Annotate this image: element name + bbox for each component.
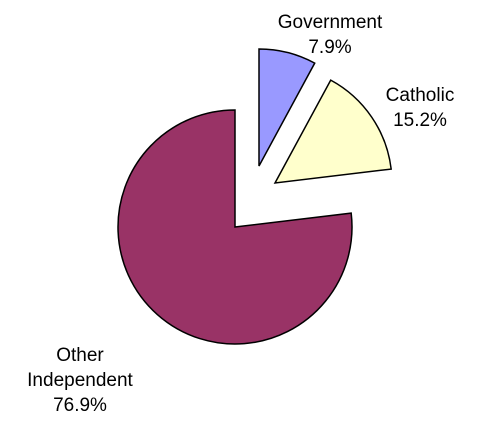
slice-name-label: Government [278, 12, 383, 33]
slice-name-label: Other [56, 345, 104, 366]
slice-percent-label: 15.2% [393, 110, 447, 131]
pie-slice-other-independent [117, 109, 353, 345]
pie-slice-catholic [273, 79, 393, 184]
slice-percent-label: 76.9% [53, 395, 107, 416]
slice-percent-label: 7.9% [308, 37, 351, 58]
slice-label-other-independent: Other Independent 76.9% [27, 345, 133, 416]
pie-slice-government [258, 48, 316, 167]
slice-label-government: Government 7.9% [278, 12, 383, 58]
slice-name-label: Catholic [386, 85, 455, 106]
slice-label-catholic: Catholic 15.2% [386, 85, 455, 131]
slice-name-label: Independent [27, 370, 133, 391]
